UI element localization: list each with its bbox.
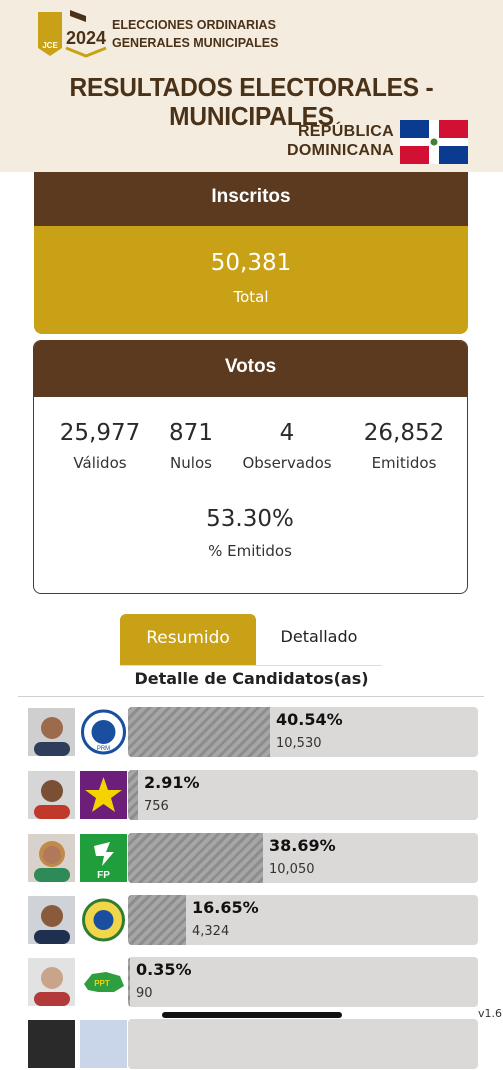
inscritos-title: Inscritos — [34, 172, 468, 226]
candidate-photo-icon — [28, 1020, 75, 1068]
candidate-row[interactable]: FP 38.69% 10,050 — [28, 832, 480, 884]
candidate-votes: 90 — [136, 986, 153, 1001]
stat-emitidos: 26,852 Emitidos — [363, 420, 445, 472]
stat-percent-emitidos: 53.30% % Emitidos — [206, 506, 294, 560]
candidate-bar: 38.69% 10,050 — [128, 833, 478, 883]
candidate-row[interactable]: PPT 0.35% 90 — [28, 956, 480, 1008]
candidate-photo-icon — [28, 708, 75, 756]
candidate-bar-fill — [128, 833, 263, 883]
app-version: v1.6 — [478, 1007, 503, 1020]
candidate-row[interactable]: 2.91% 756 — [28, 769, 480, 821]
candidate-photo-icon — [28, 958, 75, 1006]
inscritos-card: Inscritos 50,381 Total — [34, 172, 468, 334]
candidate-percent: 2.91% — [144, 773, 200, 792]
svg-text:PPT: PPT — [94, 979, 110, 988]
party-logo-icon — [80, 1020, 127, 1068]
candidate-bar-fill — [128, 957, 130, 1007]
ppt-map-icon: PPT — [80, 958, 127, 1006]
candidate-bar-fill — [128, 707, 270, 757]
svg-text:2024: 2024 — [66, 28, 106, 48]
election-name: ELECCIONES ORDINARIAS GENERALES MUNICIPA… — [112, 18, 279, 50]
candidate-bar: 2.91% 756 — [128, 770, 478, 820]
stat-validos: 25,977 Válidos — [59, 420, 141, 472]
party-seal-icon — [80, 896, 127, 944]
candidate-percent: 16.65% — [192, 898, 259, 917]
candidate-row[interactable]: 16.65% 4,324 — [28, 894, 480, 946]
candidate-percent: 38.69% — [269, 836, 336, 855]
votos-title: Votos — [34, 341, 467, 397]
candidate-bar: 0.35% 90 — [128, 957, 478, 1007]
inscritos-total-label: Total — [233, 288, 269, 306]
candidate-photo-icon — [28, 834, 75, 882]
candidate-bar: 40.54% 10,530 — [128, 707, 478, 757]
tab-resumido[interactable]: Resumido — [120, 614, 256, 666]
candidate-row-partial[interactable] — [28, 1018, 480, 1070]
home-indicator[interactable] — [162, 1012, 342, 1018]
jce-2024-logo: JCE 2024 — [38, 10, 107, 58]
svg-text:PRM: PRM — [97, 746, 110, 752]
candidate-bar-fill — [128, 770, 138, 820]
candidate-percent: 0.35% — [136, 960, 192, 979]
tab-detallado[interactable]: Detallado — [280, 627, 358, 646]
candidate-bar — [128, 1019, 478, 1069]
app-header: JCE 2024 ELECCIONES ORDINARIAS GENERALES… — [0, 0, 503, 172]
votos-card: Votos 25,977 Válidos 871 Nulos 4 Observa… — [33, 340, 468, 594]
svg-text:FP: FP — [97, 870, 110, 881]
fp-logo-icon: FP — [80, 834, 127, 882]
candidate-row[interactable]: PRM 40.54% 10,530 — [28, 706, 480, 758]
candidate-votes: 4,324 — [192, 924, 230, 939]
candidate-votes: 10,530 — [276, 736, 322, 751]
country-name: REPÚBLICA DOMINICANA — [287, 123, 394, 159]
inscritos-total-value: 50,381 — [210, 250, 292, 276]
stat-observados: 4 Observados — [242, 420, 332, 472]
candidate-bar-fill — [128, 895, 186, 945]
yellow-star-icon — [80, 771, 127, 819]
svg-text:JCE: JCE — [42, 41, 58, 50]
candidate-votes: 756 — [144, 799, 169, 814]
candidate-votes: 10,050 — [269, 862, 315, 877]
candidate-photo-icon — [28, 771, 75, 819]
dominican-flag-icon — [400, 120, 468, 164]
stat-nulos: 871 Nulos — [169, 420, 213, 472]
candidate-bar: 16.65% 4,324 — [128, 895, 478, 945]
candidate-photo-icon — [28, 896, 75, 944]
candidates-section-title: Detalle de Candidatos(as) — [134, 669, 369, 688]
prm-seal-icon: PRM — [81, 709, 126, 755]
section-divider — [18, 696, 484, 697]
tabs-divider — [120, 665, 382, 666]
candidate-percent: 40.54% — [276, 710, 343, 729]
page-title: RESULTADOS ELECTORALES - MUNICIPALES — [69, 74, 434, 131]
